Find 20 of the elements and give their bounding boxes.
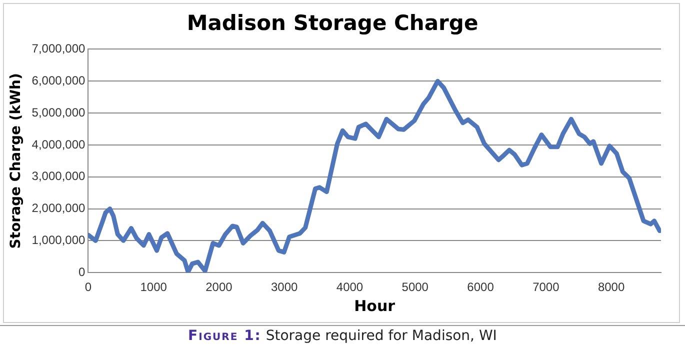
y-tick-label: 3,000,000 bbox=[32, 169, 86, 184]
x-tick-label: 2000 bbox=[206, 280, 233, 294]
y-tick-label: 1,000,000 bbox=[32, 233, 86, 247]
x-axis-title: Hour bbox=[354, 296, 396, 315]
chart-title: Madison Storage Charge bbox=[186, 11, 478, 36]
x-tick-label: 8000 bbox=[598, 280, 625, 294]
y-tick-label: 7,000,000 bbox=[32, 42, 86, 56]
x-tick-label: 1000 bbox=[140, 280, 168, 294]
x-tick-label: 7000 bbox=[532, 280, 560, 294]
y-tick-label: 5,000,000 bbox=[32, 105, 86, 120]
x-tick-label: 3000 bbox=[271, 280, 298, 294]
y-tick-label: 0 bbox=[78, 264, 86, 279]
caption: Figure 1: Storage required for Madison, WI bbox=[187, 328, 498, 344]
y-tick-label: 2,000,000 bbox=[32, 201, 86, 216]
x-tick-label: 5000 bbox=[402, 280, 429, 294]
y-tick-label: 4,000,000 bbox=[32, 137, 86, 152]
x-tick-label: 4000 bbox=[336, 280, 364, 294]
y-tick-label: 6,000,000 bbox=[32, 73, 86, 88]
x-tick-label: 6000 bbox=[467, 280, 494, 294]
y-axis-title: Storage Charge (kWh) bbox=[8, 73, 24, 249]
